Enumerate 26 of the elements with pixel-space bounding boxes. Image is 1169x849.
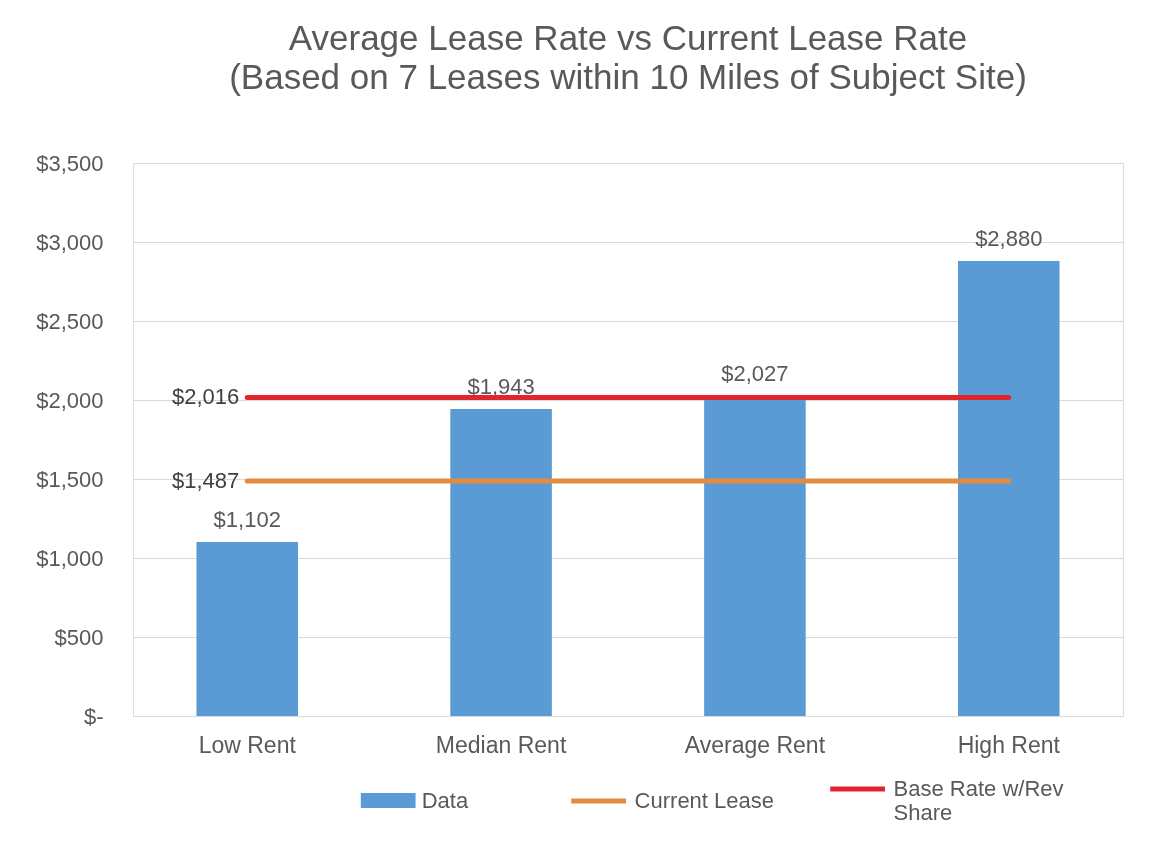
y-tick-label: $1,500 <box>36 466 104 492</box>
data-label: $1,102 <box>213 506 281 532</box>
legend-label: Current Lease <box>634 788 775 813</box>
x-tick-label: Median Rent <box>435 731 567 758</box>
data-label: $2,880 <box>975 225 1043 251</box>
y-tick-label: $3,500 <box>36 150 104 176</box>
x-tick-label: Average Rent <box>684 731 826 758</box>
x-tick-label: High Rent <box>957 731 1061 758</box>
y-tick-label: $- <box>83 703 104 729</box>
y-tick-label: $1,000 <box>36 545 104 571</box>
y-tick-label: $500 <box>54 624 104 650</box>
data-label: $1,487 <box>171 468 240 494</box>
chart-subtitle: (Based on 7 Leases within 10 Miles of Subject Site) <box>229 57 1027 96</box>
bar <box>196 541 298 716</box>
data-label: $1,943 <box>467 374 535 400</box>
data-label: $2,027 <box>721 360 789 386</box>
legend-label: Base Rate w/Rev Share <box>893 776 1064 825</box>
data-label: $2,016 <box>171 384 240 410</box>
y-tick-label: $2,000 <box>36 387 104 413</box>
chart-title: Average Lease Rate vs Current Lease Rate <box>288 18 968 57</box>
legend-label: Data <box>421 787 469 813</box>
y-tick-label: $2,500 <box>36 308 104 334</box>
bar <box>450 409 552 716</box>
x-tick-label: Low Rent <box>198 731 297 758</box>
bar <box>958 260 1060 716</box>
y-tick-label: $3,000 <box>36 229 104 255</box>
